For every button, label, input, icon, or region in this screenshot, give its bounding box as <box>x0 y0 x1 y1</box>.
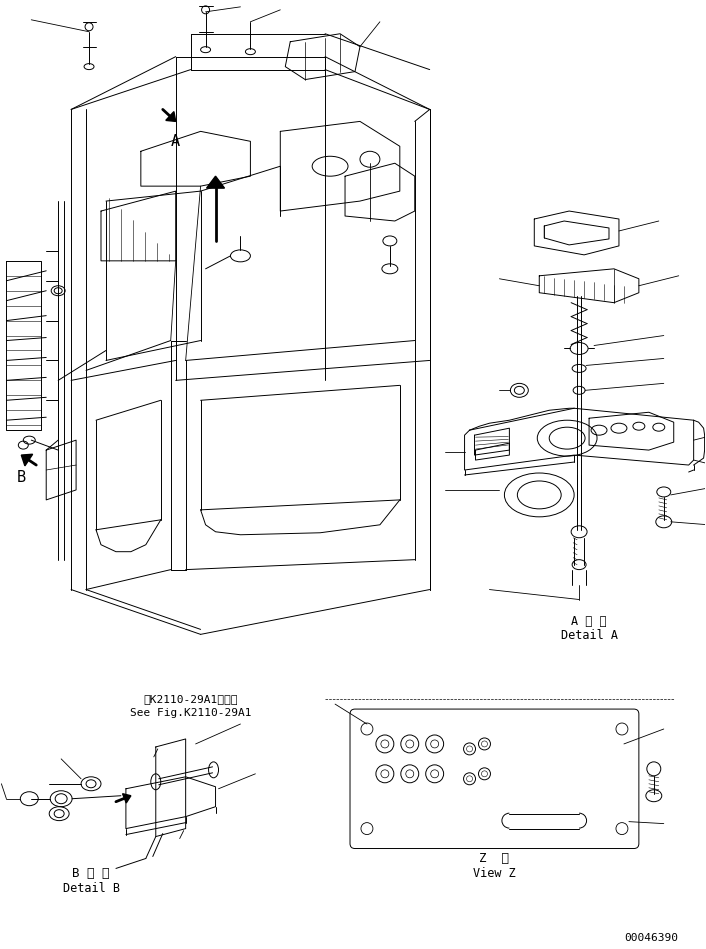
Text: 第K2110-29A1図参照: 第K2110-29A1図参照 <box>143 694 238 704</box>
Text: Z  視: Z 視 <box>479 852 510 865</box>
Text: B: B <box>17 471 26 486</box>
Text: B 詳 細: B 詳 細 <box>72 867 110 880</box>
Polygon shape <box>207 177 225 188</box>
Text: 00046390: 00046390 <box>625 933 678 943</box>
Polygon shape <box>123 793 131 803</box>
Text: Detail A: Detail A <box>561 629 618 642</box>
Text: See Fig.K2110-29A1: See Fig.K2110-29A1 <box>130 708 251 718</box>
Text: Detail B: Detail B <box>63 882 119 895</box>
Polygon shape <box>166 112 176 121</box>
Polygon shape <box>21 455 32 466</box>
Text: View Z: View Z <box>473 867 516 880</box>
Text: A 詳 細: A 詳 細 <box>571 615 607 628</box>
Text: A: A <box>171 134 180 149</box>
